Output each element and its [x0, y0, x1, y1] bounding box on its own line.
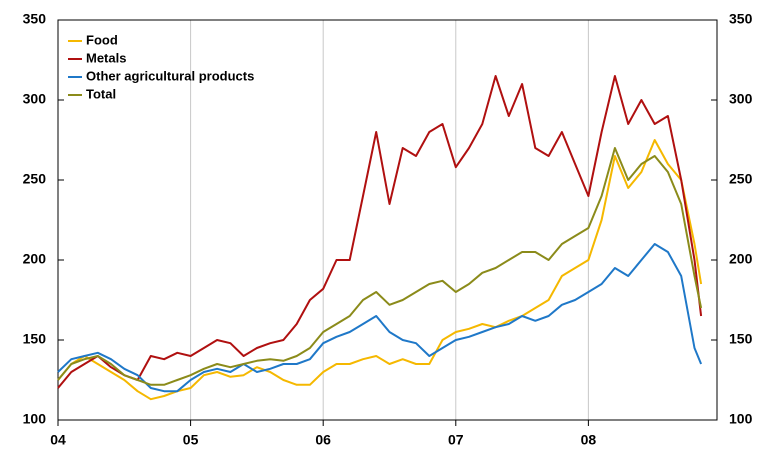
x-tick-label: 04	[50, 432, 66, 448]
legend-label: Other agricultural products	[86, 68, 254, 83]
y-tick-label: 250	[23, 171, 47, 187]
x-tick-label: 05	[183, 432, 199, 448]
y-tick-label: 350	[23, 11, 47, 27]
plot-frame	[57, 19, 718, 421]
y2-tick-label: 350	[729, 11, 753, 27]
series-line	[57, 139, 703, 401]
x-tick-label: 08	[581, 432, 597, 448]
y-tick-label: 300	[23, 91, 47, 107]
x-tick-label: 06	[315, 432, 331, 448]
x-tick-label: 07	[448, 432, 464, 448]
y2-tick-label: 250	[729, 171, 753, 187]
legend-label: Total	[86, 86, 116, 101]
series-line	[57, 147, 703, 386]
series-line	[57, 243, 703, 393]
y2-tick-label: 300	[729, 91, 753, 107]
y2-tick-label: 150	[729, 331, 753, 347]
y-tick-label: 150	[23, 331, 47, 347]
legend-label: Food	[86, 32, 118, 47]
y-tick-label: 200	[23, 251, 47, 267]
y-tick-label: 100	[23, 411, 47, 427]
y2-tick-label: 100	[729, 411, 753, 427]
legend-label: Metals	[86, 50, 126, 65]
series-line	[57, 75, 703, 389]
y2-tick-label: 200	[729, 251, 753, 267]
